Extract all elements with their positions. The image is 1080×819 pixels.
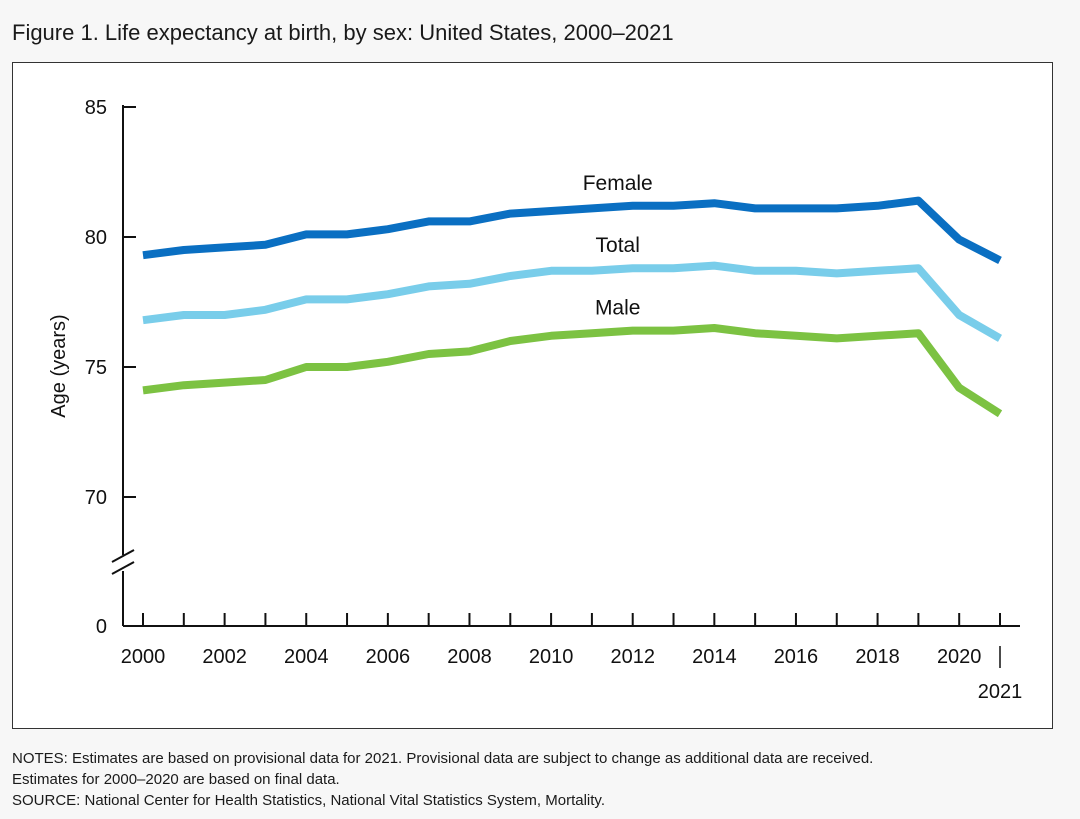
y-axis-title: Age (years) <box>48 314 70 417</box>
series-lines <box>142 196 1003 418</box>
source-line: SOURCE: National Center for Health Stati… <box>12 792 605 809</box>
y-tick-label: 85 <box>85 97 107 119</box>
series-label-total: Total <box>596 234 640 257</box>
x-tick-label: 2018 <box>855 646 900 668</box>
x-tick-label: 2008 <box>447 646 492 668</box>
y-tick-label: 75 <box>85 357 107 379</box>
series-label-male: Male <box>595 297 641 320</box>
y-axis-break-mark <box>111 549 135 563</box>
x-tick-label: 2000 <box>121 646 166 668</box>
chart-frame: 0 70 75 80 85 Age (years) 2000 2002 2004 2006 2008… <box>12 62 1053 729</box>
x-tick-label: 2014 <box>692 646 737 668</box>
notes-line-2: Estimates for 2000–2020 are based on fin… <box>12 771 340 788</box>
x-tick-label: 2016 <box>774 646 819 668</box>
notes-line-1: NOTES: Estimates are based on provisiona… <box>12 750 874 767</box>
series-line-male <box>142 324 1003 418</box>
y-axis-break-mark <box>111 561 135 575</box>
x-tick-label: 2012 <box>610 646 655 668</box>
x-tick-label: 2021 <box>978 681 1023 703</box>
x-tick-label: 2002 <box>202 646 247 668</box>
y-tick-label: 0 <box>96 616 107 638</box>
x-tick-label: 2004 <box>284 646 329 668</box>
series-line-female <box>142 196 1002 264</box>
series-line-total <box>142 261 1002 342</box>
notes-block: NOTES: Estimates are based on provisiona… <box>12 748 873 811</box>
figure-title: Figure 1. Life expectancy at birth, by s… <box>12 20 674 45</box>
x-tick-label: 2010 <box>529 646 574 668</box>
line-chart: 0 70 75 80 85 Age (years) 2000 2002 2004 2006 2008… <box>48 97 1022 703</box>
x-tick-label: 2020 <box>937 646 982 668</box>
series-label-female: Female <box>583 172 653 195</box>
axes: 0 70 75 80 85 Age (years) 2000 2002 2004 2006 2008… <box>48 97 1022 703</box>
x-tick-label: 2006 <box>366 646 411 668</box>
y-tick-label: 70 <box>85 487 107 509</box>
series-labels: Female Total Male <box>583 172 653 320</box>
y-tick-label: 80 <box>85 227 107 249</box>
